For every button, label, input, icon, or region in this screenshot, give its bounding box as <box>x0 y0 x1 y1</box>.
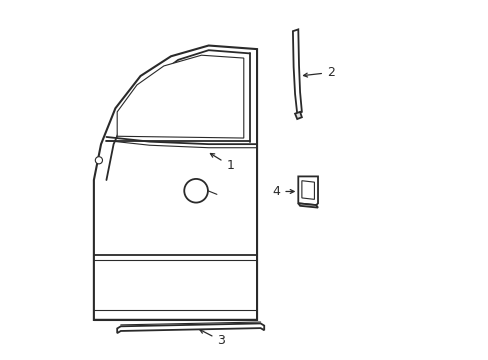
Circle shape <box>184 179 207 203</box>
Polygon shape <box>298 203 317 208</box>
Text: 1: 1 <box>210 153 234 172</box>
Polygon shape <box>94 45 257 320</box>
Text: 3: 3 <box>200 330 224 347</box>
Text: 2: 2 <box>303 66 334 79</box>
Polygon shape <box>117 55 244 138</box>
Circle shape <box>95 157 102 164</box>
Polygon shape <box>298 176 317 205</box>
Polygon shape <box>292 30 301 114</box>
Text: 4: 4 <box>272 185 293 198</box>
Polygon shape <box>301 181 314 199</box>
Polygon shape <box>294 112 301 119</box>
Polygon shape <box>117 323 264 333</box>
